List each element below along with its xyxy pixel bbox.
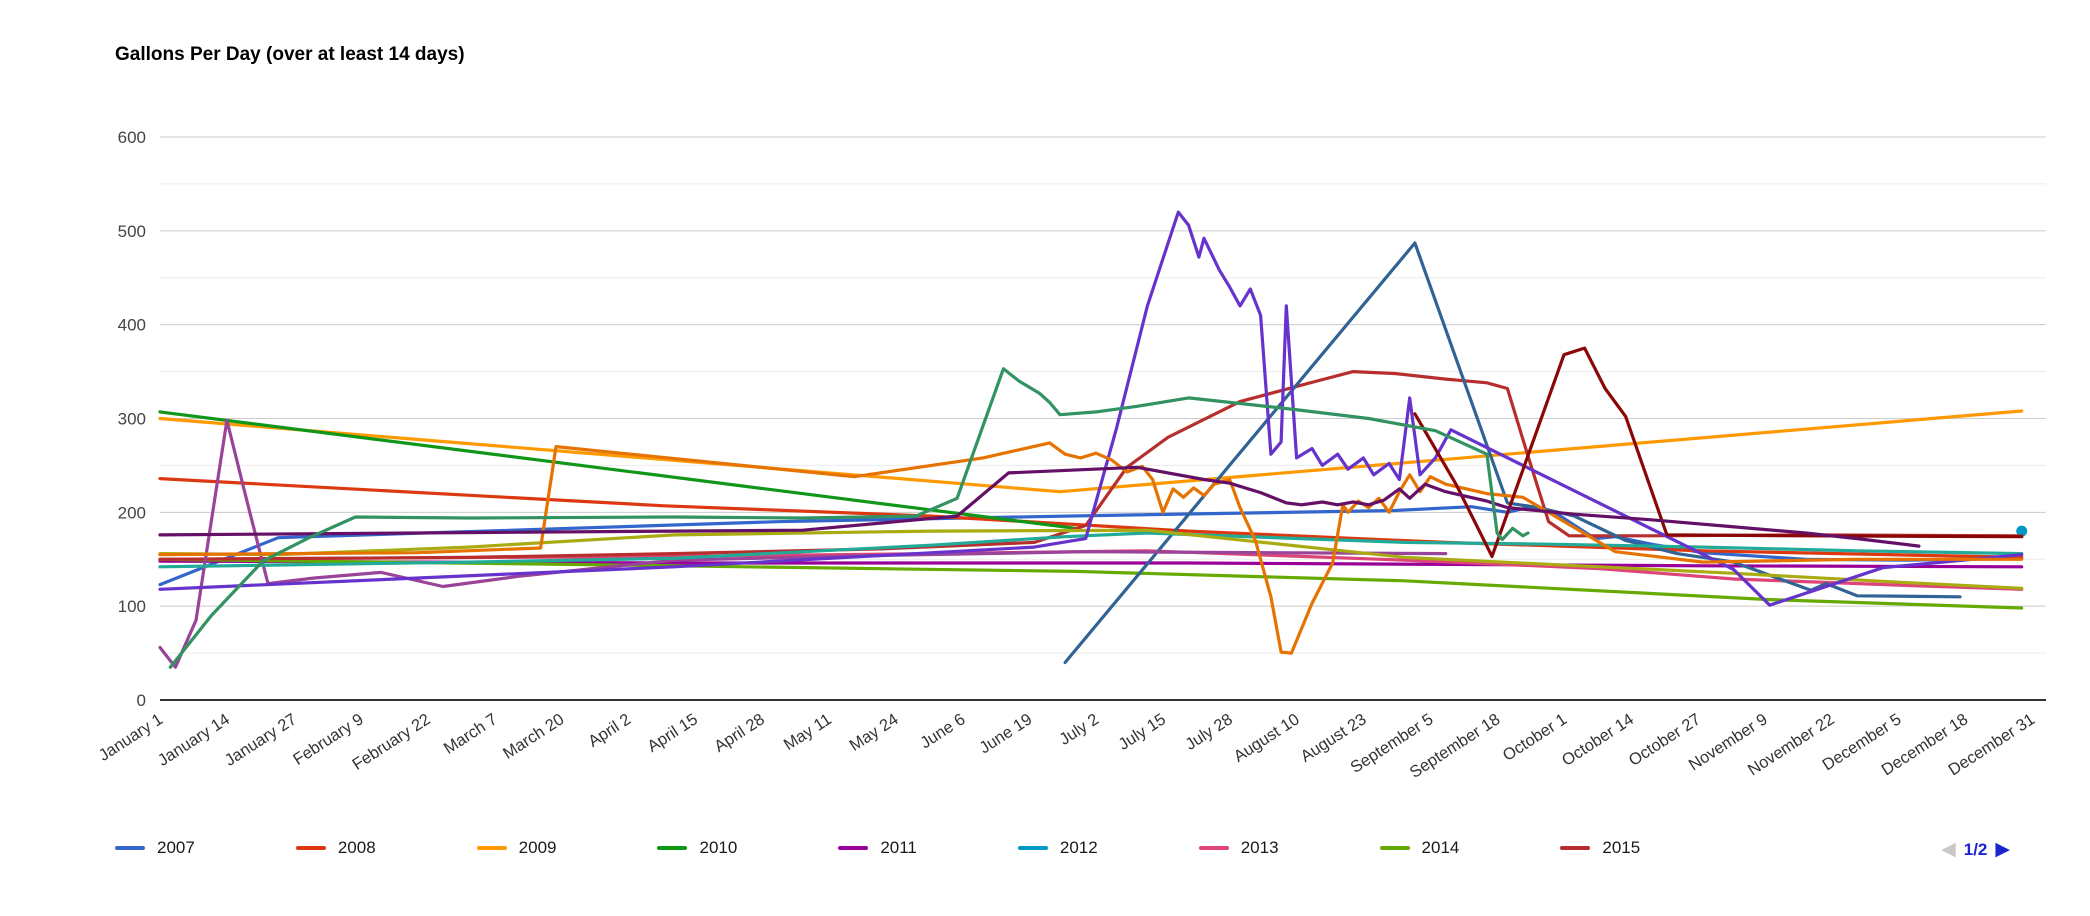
x-axis-tick-label: May 11 [781,710,835,754]
legend-swatch-2013 [1198,846,1229,850]
legend-item-2008[interactable]: 2008 [295,838,376,858]
y-axis-tick-label: 500 [118,222,146,241]
x-axis-tick-label: March 20 [500,710,567,763]
legend-swatch-2015 [1560,846,1591,850]
y-axis-tick-label: 0 [137,691,146,710]
legend-swatch-2011 [838,846,869,850]
legend-label: 2012 [1059,838,1098,857]
legend-item-2012[interactable]: 2012 [1017,838,1098,858]
series-line-2023[interactable] [158,465,1921,548]
x-axis-tick-label: January 27 [222,710,300,770]
series-line-2024[interactable] [168,367,1530,669]
legend-swatch-2007 [115,846,145,850]
x-axis-tick-label: May 24 [846,710,901,755]
x-axis-tick-label: July 2 [1056,710,1102,749]
legend-label: 2008 [337,838,376,857]
series-line-2008[interactable] [158,477,2024,560]
x-axis-tick-label: June 6 [917,710,968,752]
legend-label: 2009 [518,838,557,857]
legend-item-2009[interactable]: 2009 [476,838,557,858]
series-line-2020[interactable] [158,210,2024,607]
x-axis-tick-label: August 10 [1231,710,1303,766]
legend-item-2015[interactable]: 2015 [1560,838,1640,858]
y-axis-tick-label: 600 [118,128,146,147]
legend-label: 2007 [157,838,195,857]
x-axis-tick-label: July 15 [1115,710,1169,754]
legend-prev-page-icon[interactable]: ◀ [1941,839,1956,860]
series-line-2022[interactable] [1413,346,2024,559]
chart-title: Gallons Per Day (over at least 14 days) [115,44,465,65]
legend-swatch-2008 [295,846,326,850]
series-line-2014[interactable] [158,557,2024,610]
x-axis-tick-label: April 2 [585,710,634,751]
x-axis-tick-label: January 14 [155,710,233,770]
legend-item-2007[interactable]: 2007 [115,838,195,858]
y-axis-tick-label: 200 [118,503,146,522]
series-line-2018[interactable] [158,531,2024,569]
legend-page-indicator: 1/2 [1963,839,1988,859]
chart-legend: 2007 2008 2009 2010 2011 2012 2013 2014 2015 [115,838,1640,858]
series-point-2012[interactable] [2016,525,2028,537]
legend-item-2014[interactable]: 2014 [1379,838,1460,858]
legend-label: 2011 [880,838,917,857]
y-axis-tick-label: 400 [118,316,146,335]
legend-pagination: ◀ 1/2 ▶ [1941,838,2010,861]
x-axis-tick-label: April 15 [644,710,701,756]
legend-next-page-icon[interactable]: ▶ [1995,839,2010,860]
legend-label: 2013 [1240,838,1279,857]
legend-swatch-2012 [1017,846,1048,850]
series-line-2021[interactable] [158,441,2024,655]
series-line-2016[interactable] [1063,241,1962,665]
legend-label: 2014 [1421,838,1460,857]
y-axis-tick-label: 300 [118,410,146,429]
legend-label: 2015 [1602,838,1641,857]
legend-label: 2010 [699,838,738,857]
legend-item-2011[interactable]: 2011 [838,838,917,858]
x-axis-tick-label: October 14 [1559,710,1637,770]
series-line-2010[interactable] [158,410,1078,530]
series-line-2019[interactable] [158,528,2024,590]
legend-item-2013[interactable]: 2013 [1198,838,1279,858]
x-axis-tick-label: June 19 [976,710,1035,757]
series-line-2009[interactable] [158,409,2024,494]
legend-swatch-2009 [476,846,507,850]
x-axis-tick-label: April 28 [711,710,768,756]
legend-swatch-2010 [657,846,688,850]
legend-swatch-2014 [1379,846,1410,850]
series-line-2017[interactable] [158,418,1448,669]
x-axis-tick-label: July 28 [1182,710,1236,754]
y-axis-tick-label: 100 [118,597,146,616]
x-axis-tick-label: March 7 [441,710,501,758]
legend-item-2010[interactable]: 2010 [657,838,737,858]
